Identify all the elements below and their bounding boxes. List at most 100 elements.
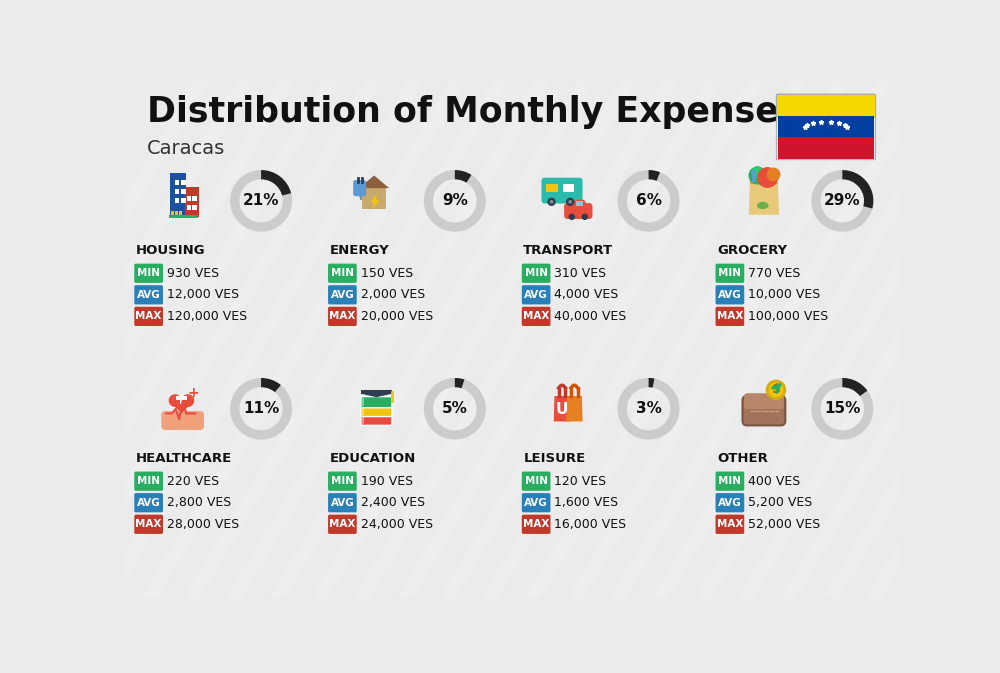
- Text: 100,000 VES: 100,000 VES: [748, 310, 828, 323]
- Text: MIN: MIN: [137, 476, 160, 486]
- Circle shape: [169, 394, 181, 407]
- Polygon shape: [566, 396, 583, 421]
- Text: 5,200 VES: 5,200 VES: [748, 496, 812, 509]
- FancyBboxPatch shape: [716, 515, 744, 534]
- Bar: [180, 394, 183, 404]
- FancyBboxPatch shape: [328, 264, 357, 283]
- Text: 190 VES: 190 VES: [361, 474, 413, 488]
- Text: 15%: 15%: [824, 401, 861, 417]
- Text: 21%: 21%: [243, 193, 279, 209]
- Bar: [179, 211, 182, 216]
- Text: 2,800 VES: 2,800 VES: [167, 496, 231, 509]
- Text: EDUCATION: EDUCATION: [330, 452, 416, 464]
- Bar: [169, 215, 198, 218]
- Text: HOUSING: HOUSING: [136, 244, 205, 256]
- Text: 3%: 3%: [636, 401, 662, 417]
- Text: 52,000 VES: 52,000 VES: [748, 518, 820, 531]
- FancyBboxPatch shape: [361, 414, 392, 425]
- Polygon shape: [361, 390, 392, 397]
- Text: AVG: AVG: [524, 290, 548, 299]
- Text: 28,000 VES: 28,000 VES: [167, 518, 239, 531]
- Text: AVG: AVG: [718, 290, 742, 299]
- Text: 1,600 VES: 1,600 VES: [554, 496, 618, 509]
- FancyBboxPatch shape: [716, 472, 744, 491]
- Text: 310 VES: 310 VES: [554, 267, 606, 280]
- Text: Caracas: Caracas: [147, 139, 225, 158]
- Wedge shape: [649, 170, 660, 181]
- Circle shape: [569, 213, 575, 220]
- FancyBboxPatch shape: [134, 472, 163, 491]
- Text: MAX: MAX: [329, 520, 356, 529]
- Text: MIN: MIN: [137, 269, 160, 278]
- FancyBboxPatch shape: [522, 264, 550, 283]
- Bar: [192, 205, 197, 210]
- Bar: [187, 196, 191, 201]
- Text: 10,000 VES: 10,000 VES: [748, 288, 820, 302]
- FancyBboxPatch shape: [522, 307, 550, 326]
- Text: 120,000 VES: 120,000 VES: [167, 310, 247, 323]
- FancyBboxPatch shape: [361, 405, 392, 417]
- Text: 220 VES: 220 VES: [167, 474, 219, 488]
- Text: $: $: [772, 384, 780, 396]
- FancyBboxPatch shape: [743, 396, 785, 425]
- Text: MAX: MAX: [717, 312, 743, 322]
- Wedge shape: [230, 170, 292, 232]
- Bar: [362, 416, 364, 424]
- Wedge shape: [455, 170, 471, 182]
- Bar: [362, 398, 364, 406]
- Bar: [181, 180, 186, 184]
- Text: 16,000 VES: 16,000 VES: [554, 518, 626, 531]
- FancyBboxPatch shape: [522, 493, 550, 512]
- Text: MAX: MAX: [523, 312, 549, 322]
- Bar: [563, 184, 574, 192]
- FancyBboxPatch shape: [522, 515, 550, 534]
- Bar: [185, 187, 199, 217]
- Text: AVG: AVG: [137, 290, 161, 299]
- Text: 400 VES: 400 VES: [748, 474, 800, 488]
- Text: 930 VES: 930 VES: [167, 267, 219, 280]
- FancyBboxPatch shape: [134, 285, 163, 304]
- Text: GROCERY: GROCERY: [717, 244, 787, 256]
- Text: AVG: AVG: [331, 290, 354, 299]
- Polygon shape: [361, 390, 392, 394]
- Polygon shape: [371, 194, 380, 209]
- Circle shape: [566, 198, 574, 206]
- Circle shape: [547, 198, 556, 206]
- Bar: [752, 170, 756, 182]
- Text: MIN: MIN: [525, 476, 548, 486]
- Text: 29%: 29%: [824, 193, 861, 209]
- Wedge shape: [618, 378, 680, 439]
- Wedge shape: [261, 378, 281, 392]
- Text: AVG: AVG: [524, 498, 548, 507]
- Text: MAX: MAX: [135, 312, 162, 322]
- Wedge shape: [261, 170, 291, 196]
- Text: MIN: MIN: [331, 476, 354, 486]
- Text: 20,000 VES: 20,000 VES: [361, 310, 433, 323]
- Bar: [750, 180, 778, 184]
- FancyBboxPatch shape: [353, 180, 366, 197]
- Text: MIN: MIN: [525, 269, 548, 278]
- Text: MAX: MAX: [523, 520, 549, 529]
- Wedge shape: [618, 170, 680, 232]
- Bar: [362, 188, 386, 209]
- FancyBboxPatch shape: [541, 178, 583, 203]
- Text: Distribution of Monthly Expenses: Distribution of Monthly Expenses: [147, 96, 799, 129]
- Text: MAX: MAX: [135, 520, 162, 529]
- Circle shape: [582, 213, 588, 220]
- Circle shape: [767, 381, 785, 398]
- FancyBboxPatch shape: [328, 493, 357, 512]
- Text: LEISURE: LEISURE: [523, 452, 586, 464]
- Bar: [170, 173, 186, 217]
- FancyBboxPatch shape: [328, 515, 357, 534]
- Text: 9%: 9%: [442, 193, 468, 209]
- Wedge shape: [842, 170, 873, 209]
- Bar: [171, 211, 174, 216]
- Wedge shape: [230, 378, 292, 439]
- FancyBboxPatch shape: [716, 493, 744, 512]
- Text: 11%: 11%: [243, 401, 279, 417]
- Text: 150 VES: 150 VES: [361, 267, 413, 280]
- Text: MIN: MIN: [718, 476, 741, 486]
- Text: 2,000 VES: 2,000 VES: [361, 288, 425, 302]
- FancyBboxPatch shape: [776, 94, 876, 118]
- Bar: [778, 116, 874, 137]
